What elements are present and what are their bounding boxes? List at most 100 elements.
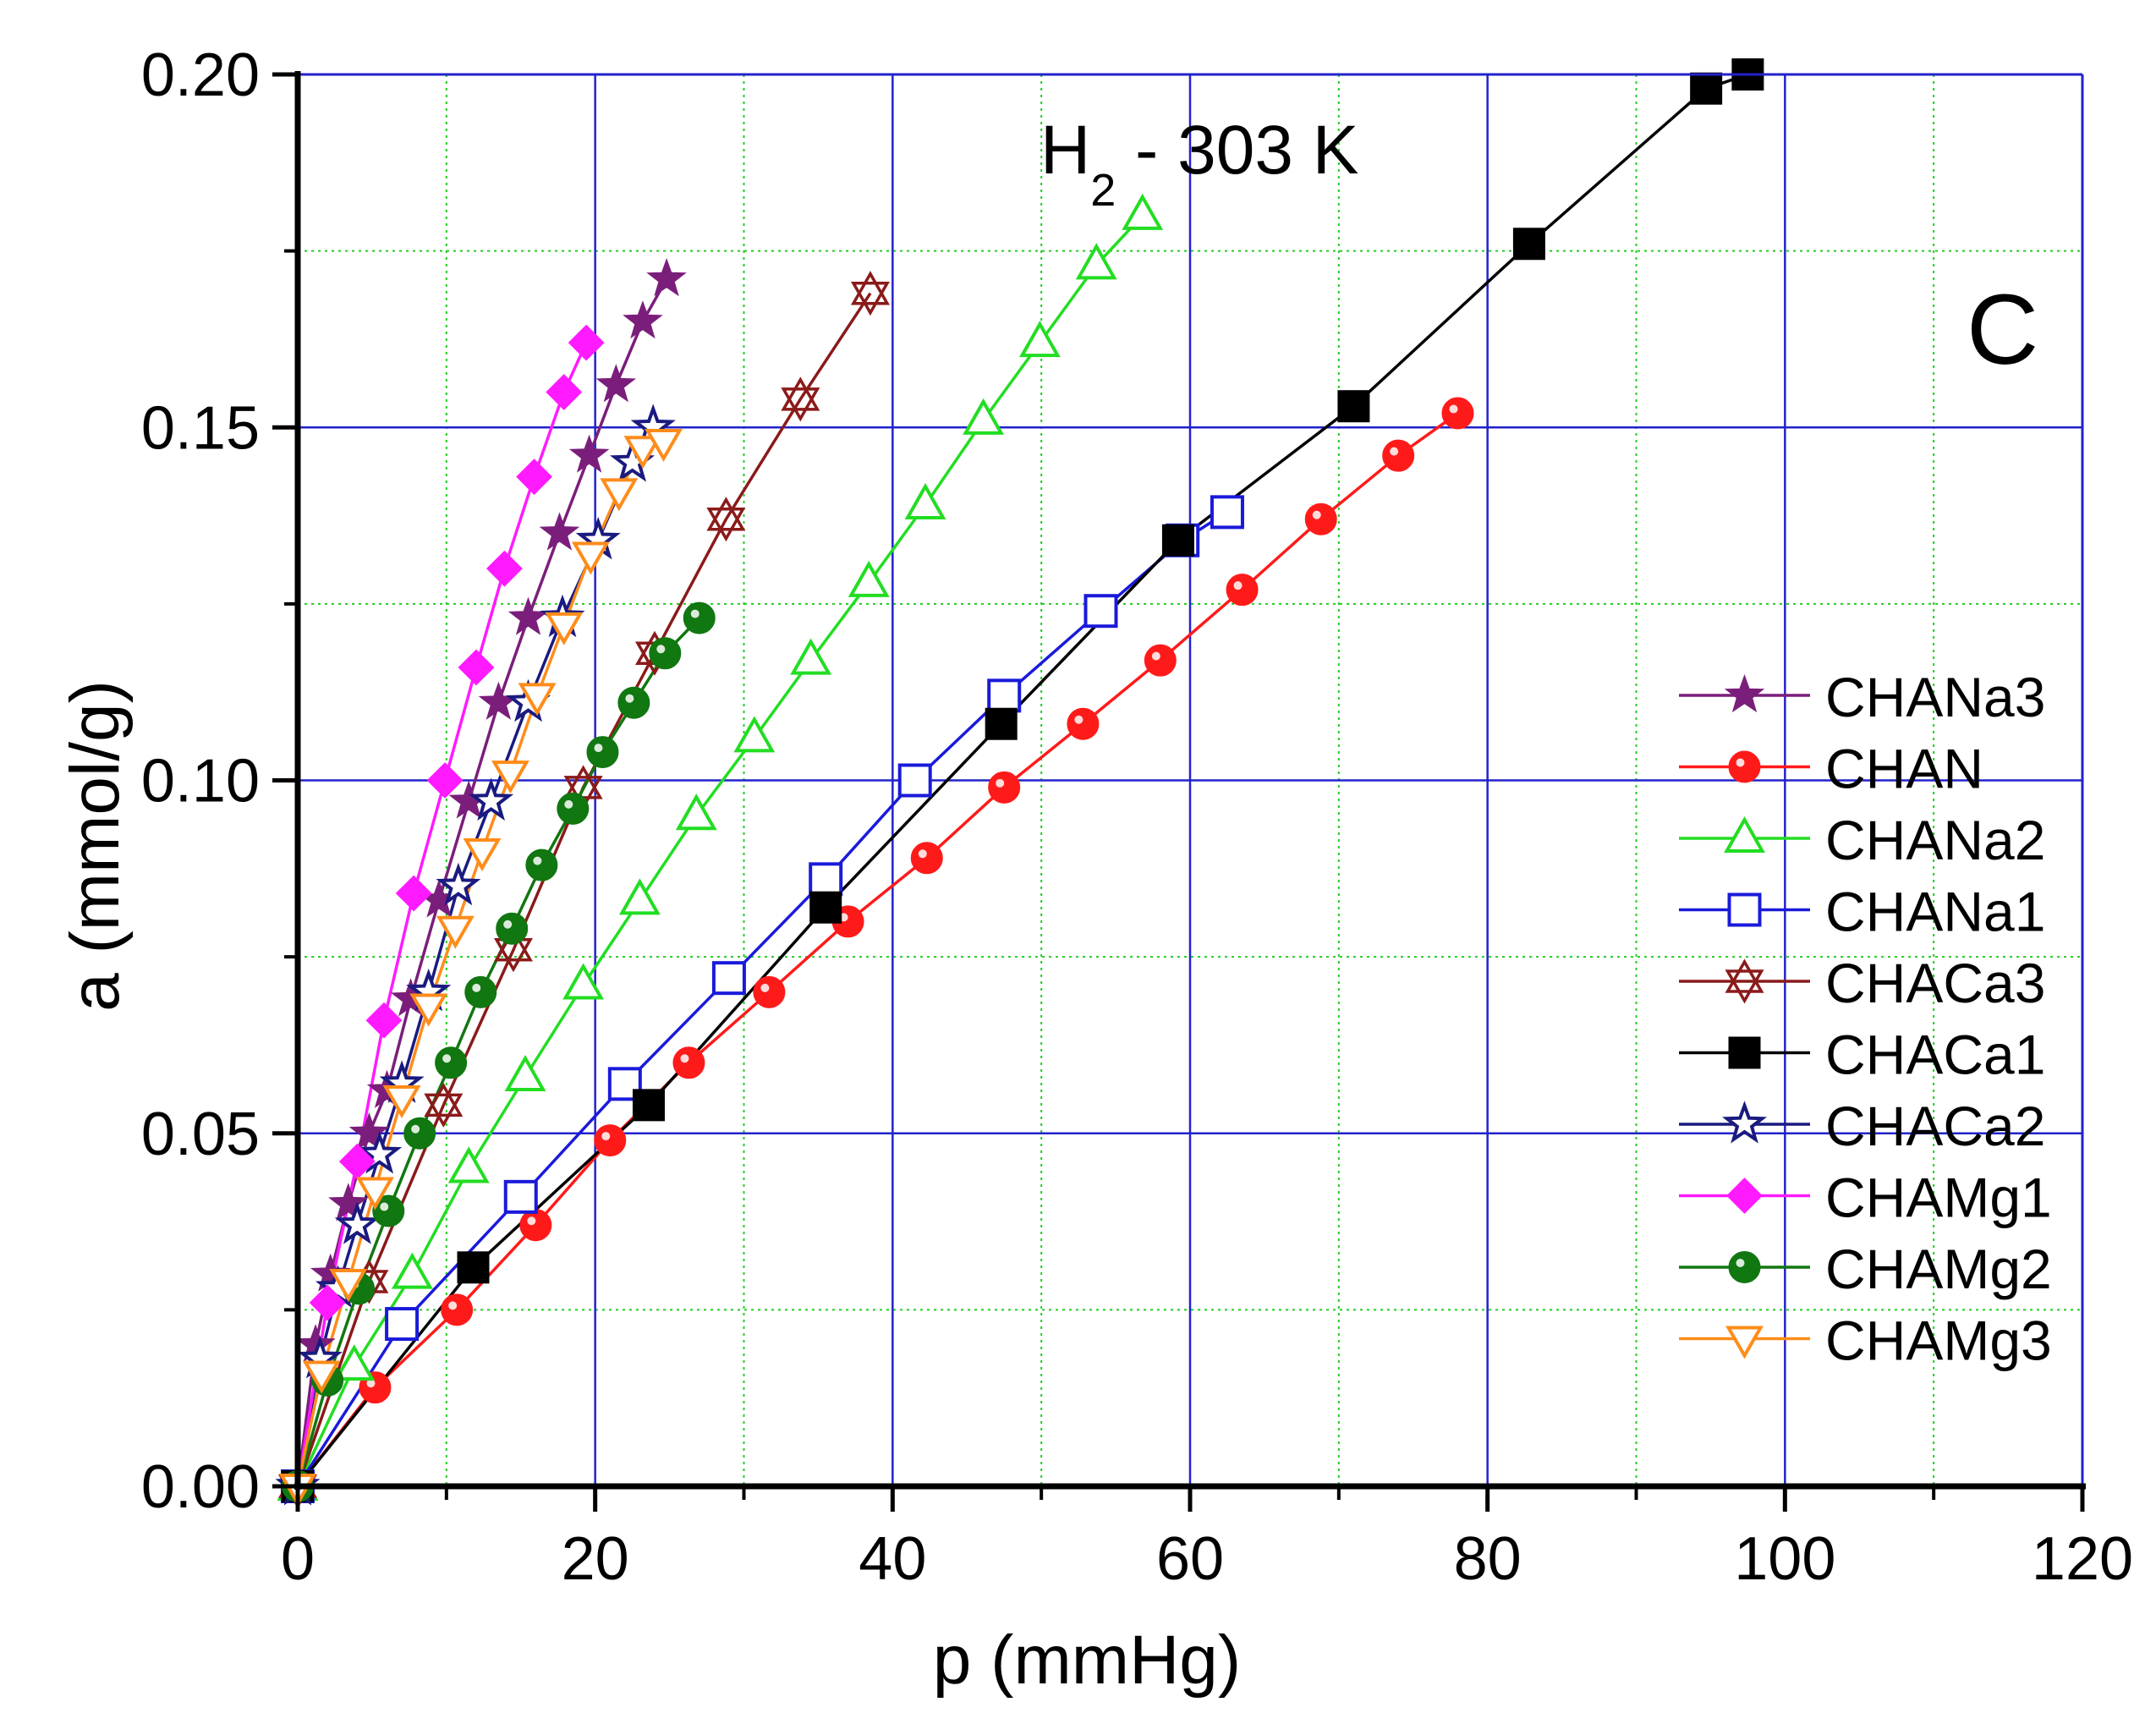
data-point-chaca2 [357,1130,403,1174]
data-point-chana1 [385,1307,420,1342]
data-point-chamg1 [395,875,432,912]
data-point-chamg2-highlight [380,1202,389,1211]
x-tick-label: 80 [1454,1525,1522,1593]
legend-item-chana3: CHANa3 [1679,666,2045,728]
legend-item-chan: CHAN [1679,738,1983,800]
data-point-chan-highlight [1233,581,1243,590]
data-point-chaca1 [632,1089,665,1122]
legend-marker-chaca3 [1725,958,1764,1004]
data-point-chan [753,975,786,1008]
data-point-chaca3-tri-down [781,387,820,422]
data-point-chan-highlight [760,983,770,992]
data-point-chan-highlight [366,1379,376,1388]
data-point-chamg2 [617,686,650,719]
series-points-chamg3 [278,428,683,1507]
data-point-chana2 [848,560,890,597]
legend-marker-chana1 [1727,892,1762,927]
data-point-chana2 [562,963,605,1000]
data-point-chamg2-body [464,975,497,1008]
data-point-chana2 [790,638,832,675]
data-point-chamg2-highlight [411,1124,420,1134]
data-point-chan [1067,707,1100,740]
data-point-chana3 [623,300,663,339]
data-point-chana2 [1122,193,1164,230]
data-point-chan-body [519,1209,552,1242]
data-point-chamg2-body [649,637,682,670]
data-point-chamg2 [586,736,619,769]
data-point-chamg3 [645,428,683,462]
data-point-chan-highlight [1390,447,1399,456]
data-point-chan-highlight [918,849,927,859]
legend-item-chamg1: CHAMg1 [1679,1167,2052,1229]
data-point-chana3 [568,434,610,473]
data-point-chan [1441,397,1474,430]
data-point-chamg2 [496,912,529,945]
data-point-chan-highlight [527,1216,536,1226]
data-point-chamg2-highlight [472,983,481,992]
data-point-chamg3 [623,436,662,469]
series-points-chan [282,397,1474,1502]
data-point-chaca1 [1337,390,1370,423]
data-point-chamg2-highlight [533,856,542,865]
data-point-chamg3 [491,760,529,794]
legend-item-chana2: CHANa2 [1679,809,2045,871]
legend-label-chana2: CHANa2 [1825,809,2045,871]
data-point-chana2 [447,1146,490,1183]
data-point-chana1 [1083,594,1118,629]
grid-layer [298,74,2082,1486]
data-point-chan [519,1209,552,1242]
data-point-chana2 [1075,243,1117,280]
data-point-chaca1 [985,707,1018,740]
data-point-chamg2-highlight [442,1054,452,1063]
legend-label-chamg1: CHAMg1 [1825,1167,2052,1229]
series-points-chaca2 [275,404,676,1506]
data-point-chamg2-body [586,736,619,769]
data-point-chaca3-tri-up [493,927,533,962]
legend-item-chaca2: CHACa2 [1679,1095,2045,1157]
x-tick-label: 40 [859,1525,926,1593]
data-point-chamg2 [557,792,590,825]
data-point-chaca3-tri-down [850,281,890,316]
data-point-chamg2-body [403,1117,436,1150]
data-point-chamg1 [568,324,605,361]
legend-marker-chamg3 [1725,1326,1764,1359]
data-point-chana2 [504,1054,546,1091]
data-point-chamg3 [302,1360,341,1394]
data-point-chamg2-body [617,686,650,719]
data-point-chamg2-highlight [690,609,699,618]
data-point-chan-highlight [448,1301,458,1310]
data-point-chana1 [1210,495,1244,530]
legend-label-chamg2: CHAMg2 [1825,1238,2052,1300]
data-point-chan [1144,644,1177,677]
data-point-chana2 [904,482,946,520]
data-point-chan-body [1144,644,1177,677]
data-point-chana1 [711,961,746,996]
data-point-chamg2-highlight [594,744,603,753]
legend-item-chana1: CHANa1 [1679,881,2045,943]
data-point-chan-highlight [996,778,1005,788]
series-layer [275,58,1764,1509]
chart-title-main: H [1040,112,1090,189]
data-point-chan-body [594,1124,627,1157]
legend-label-chaca2: CHACa2 [1825,1095,2045,1157]
data-point-chamg2 [683,601,716,634]
data-point-chan-highlight [1449,404,1458,414]
data-point-chan-highlight [1312,510,1321,519]
data-point-chaca3-tri-up [781,376,820,411]
data-point-chana2 [391,1252,433,1289]
data-point-chaca3-tri-down [563,776,603,810]
data-point-chan-body [910,842,943,875]
data-point-chamg3 [518,683,557,717]
axes-layer: 0 20 40 60 80 100 120 0.00 0.05 0.10 0.15 0.20 [141,41,2133,1593]
data-point-chamg1 [458,649,495,686]
data-point-chaca2 [469,777,514,821]
legend-marker-chamg2 [1728,1251,1761,1283]
data-point-chan-highlight [601,1132,611,1141]
x-tick-label: 0 [281,1525,315,1593]
data-point-chan-body [1226,574,1259,607]
legend-marker-chamg2-highlight [1736,1259,1745,1267]
data-point-chana1 [897,763,932,798]
data-point-chan [988,771,1021,804]
